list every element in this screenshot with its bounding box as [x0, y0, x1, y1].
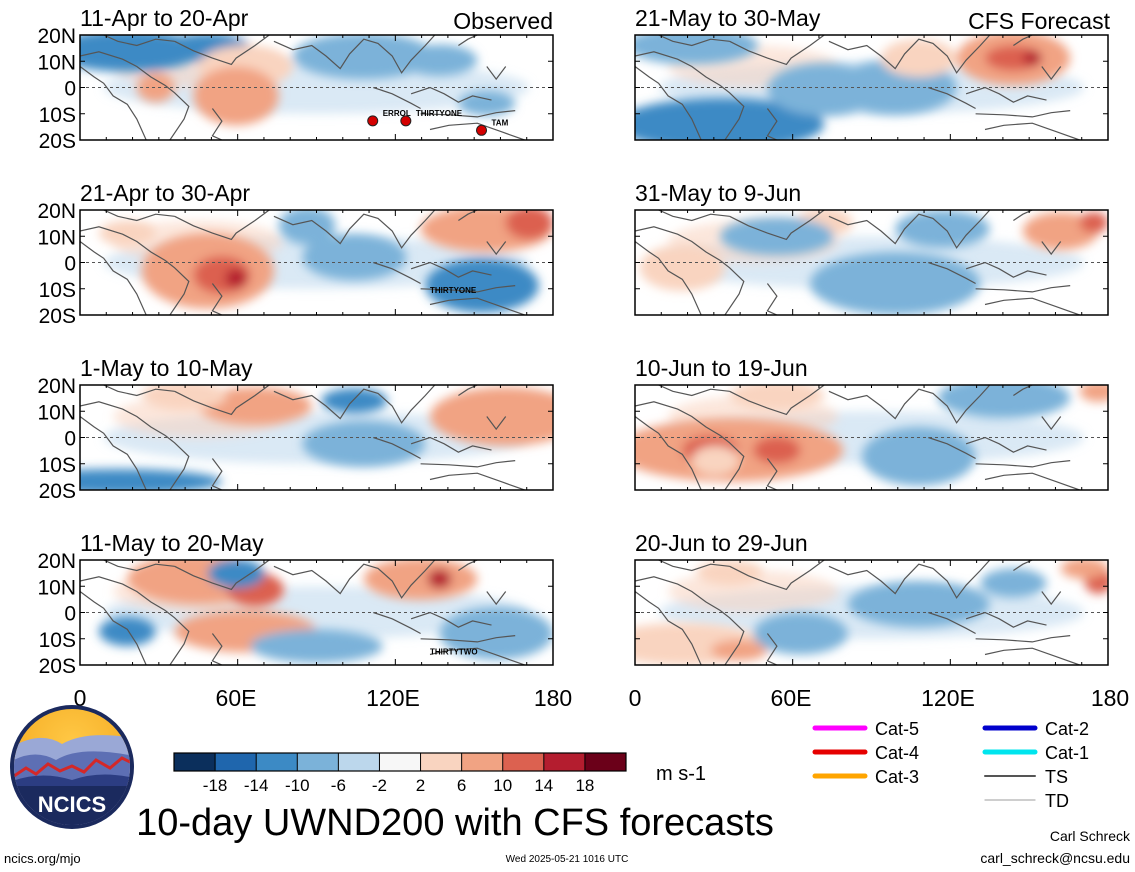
panel-5: 21-May to 30-May	[634, 5, 1109, 141]
lat-label: 10N	[37, 401, 76, 424]
colorbar-tick-label: -2	[372, 776, 387, 795]
lat-label: 20S	[39, 480, 76, 503]
colorbar-tick-label: 6	[457, 776, 466, 795]
url-text: ncics.org/mjo	[4, 851, 81, 866]
colorbar-segment	[584, 753, 627, 771]
colorbar-tick-label: 2	[416, 776, 425, 795]
colorbar-segment	[174, 753, 216, 771]
legend-label: Cat-2	[1045, 719, 1089, 739]
legend-label: Cat-3	[875, 767, 919, 787]
cfs-forecast-label: CFS Forecast	[968, 8, 1110, 34]
panel-title: 21-May to 30-May	[635, 5, 821, 31]
ncics-logo: NCICS	[10, 705, 134, 829]
lat-label: 0	[64, 428, 76, 451]
author: Carl Schreck	[1050, 828, 1131, 844]
units-label: m s-1	[656, 763, 706, 785]
panel-title: 20-Jun to 29-Jun	[635, 530, 808, 556]
colorbar-segment	[338, 753, 380, 771]
colorbar-tick-label: 18	[575, 776, 594, 795]
track-legend: Cat-5 Cat-4 Cat-3 Cat-2 Cat-1 TS TD	[812, 719, 1089, 811]
panel-title: 10-Jun to 19-Jun	[635, 355, 808, 381]
map-panels: 11-Apr to 20-Apr ERROL THIRTYONE TAM 20N 10N 0…	[37, 5, 1109, 678]
lon-label-0: 0	[74, 685, 87, 711]
panel-title: 21-Apr to 30-Apr	[80, 180, 250, 206]
lat-label: 10N	[37, 576, 76, 599]
lon-axis-right: 0 60E 120E 180	[629, 685, 1130, 711]
panel-title: 31-May to 9-Jun	[635, 180, 801, 206]
lat-label: 20N	[37, 375, 76, 398]
colorbar-segment	[379, 753, 422, 771]
storm-marker	[476, 124, 488, 136]
legend-label: Cat-1	[1045, 743, 1089, 763]
panel-6: 31-May to 9-Jun	[634, 180, 1109, 316]
legend-label: Cat-4	[875, 743, 919, 763]
main-title: 10-day UWND200 with CFS forecasts	[136, 802, 774, 844]
colorbar-tick-label: 10	[493, 776, 512, 795]
colorbar-tick-label: -14	[244, 776, 269, 795]
colorbar-segment	[297, 753, 339, 771]
colorbar-tick-label: -6	[331, 776, 346, 795]
lat-label: 20N	[37, 200, 76, 223]
legend-label: Cat-5	[875, 719, 919, 739]
panel-1: 11-Apr to 20-Apr ERROL THIRTYONE TAM 20N 10N 0…	[37, 5, 554, 153]
lon-label-0: 0	[629, 685, 642, 711]
storm-label: THIRTYONE	[416, 109, 463, 118]
lon-label-180: 180	[1091, 685, 1129, 711]
panel-title: 11-May to 20-May	[80, 530, 264, 556]
colorbar-tick-label: -10	[285, 776, 310, 795]
storm-label: ERROL	[383, 109, 411, 118]
storm-marker	[367, 115, 379, 127]
lon-axis-left: 0 60E 120E 180	[74, 685, 573, 711]
lat-label: 20N	[37, 25, 76, 48]
lat-label: 10N	[37, 51, 76, 74]
panel-8: 20-Jun to 29-Jun	[634, 530, 1109, 666]
lat-label: 0	[64, 603, 76, 626]
panel-7: 10-Jun to 19-Jun	[634, 355, 1109, 491]
lat-label: 0	[64, 253, 76, 276]
lon-label-120e: 120E	[366, 685, 420, 711]
lat-label: 10S	[39, 104, 76, 127]
lat-label: 10S	[39, 454, 76, 477]
lat-label: 20S	[39, 130, 76, 153]
colorbar: -18 -14 -10 -6 -2 2 6 10 14 18	[173, 752, 627, 795]
lat-label: 20N	[37, 550, 76, 573]
legend-label: TD	[1045, 791, 1069, 811]
logo-text: NCICS	[38, 792, 106, 817]
lat-label: 20S	[39, 655, 76, 678]
lat-label: 10S	[39, 279, 76, 302]
lat-label: 10N	[37, 226, 76, 249]
lat-label: 20S	[39, 305, 76, 328]
panel-title: 11-Apr to 20-Apr	[80, 5, 249, 31]
lon-label-180: 180	[534, 685, 572, 711]
colorbar-tick-label: -18	[203, 776, 228, 795]
storm-label: THIRTYTWO	[430, 648, 478, 657]
colorbar-tick-label: 14	[534, 776, 553, 795]
colorbar-segment	[502, 753, 545, 771]
colorbar-segment	[420, 753, 463, 771]
lon-label-60e: 60E	[216, 685, 257, 711]
colorbar-segment	[543, 753, 586, 771]
legend-label: TS	[1045, 767, 1068, 787]
storm-marker	[400, 115, 412, 127]
panel-title: 1-May to 10-May	[80, 355, 253, 381]
email: carl_schreck@ncsu.edu	[980, 850, 1130, 866]
storm-label: THIRTYONE	[430, 286, 477, 295]
colorbar-segment	[256, 753, 298, 771]
colorbar-segment	[461, 753, 504, 771]
observed-label: Observed	[453, 8, 553, 34]
lon-label-120e: 120E	[921, 685, 975, 711]
lat-label: 10S	[39, 629, 76, 652]
timestamp: Wed 2025-05-21 1016 UTC	[506, 854, 629, 865]
panel-4: 11-May to 20-May THIRTYTWO 20N 10N 0 10S 20S	[37, 530, 554, 678]
storm-label: TAM	[492, 118, 509, 127]
lon-label-60e: 60E	[771, 685, 812, 711]
panel-2: 21-Apr to 30-Apr THIRTYONE 20N 10N 0 10S 20S	[37, 180, 554, 328]
colorbar-segment	[215, 753, 257, 771]
lat-label: 0	[64, 78, 76, 101]
